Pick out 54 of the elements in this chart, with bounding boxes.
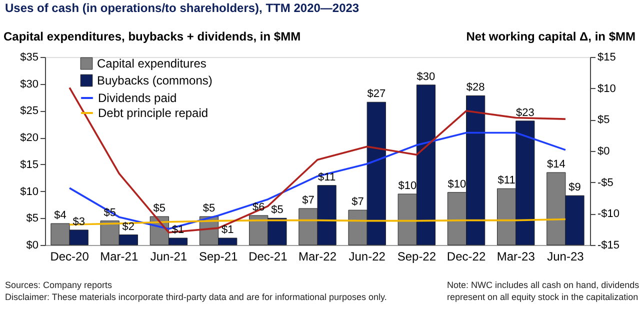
y2-tick-label: $10 — [598, 82, 616, 95]
x-tick-label: Mar-23 — [496, 250, 536, 264]
data-label: $7 — [352, 196, 364, 208]
data-label: $28 — [466, 82, 485, 94]
legend-label: Capital expenditures — [97, 56, 206, 70]
data-label: $9 — [568, 182, 581, 194]
data-label: $7 — [302, 194, 314, 206]
x-tick-label: Dec-21 — [248, 250, 288, 264]
y-tick-label: $5 — [26, 212, 38, 225]
y-tick-label: $0 — [26, 240, 38, 252]
y2-tick-label: -$15 — [598, 240, 620, 252]
y-tick-label: $25 — [20, 105, 38, 118]
y2-axis-title: Net working capital Δ, in $MM — [466, 30, 636, 44]
y2-tick-label: $0 — [598, 146, 610, 158]
x-tick-label: Jun-22 — [348, 250, 386, 264]
x-tick-label: Jun-21 — [150, 250, 188, 264]
y-tick-label: $10 — [20, 186, 38, 198]
data-label: $5 — [202, 202, 216, 215]
data-label: $5 — [271, 204, 284, 216]
legend-label: Dividends paid — [98, 91, 177, 105]
data-label: $10 — [448, 178, 466, 190]
x-tick-label: Jun-23 — [547, 250, 584, 264]
y2-tick-label: $15 — [598, 52, 616, 64]
x-tick-label: Dec-22 — [446, 250, 486, 264]
y-tick-label: $35 — [20, 52, 38, 64]
data-label: $11 — [318, 171, 336, 184]
y-tick-label: $15 — [20, 158, 38, 171]
data-label: $23 — [516, 106, 534, 119]
data-label: $2 — [122, 220, 135, 233]
y-axis-title: Capital expenditures, buybacks + dividends, in $MM — [4, 30, 301, 44]
y2-tick-label: $5 — [598, 114, 610, 126]
y-tick-label: $20 — [20, 132, 38, 144]
data-label: $11 — [498, 174, 516, 187]
x-tick-label: Dec-20 — [50, 250, 90, 264]
data-label: $1 — [221, 224, 234, 236]
source-note: Sources: Company reports — [5, 280, 113, 290]
text: Disclaimer: These materials incorporate third-party data and are for informational purposes only. — [5, 292, 387, 302]
y-tick-label: $30 — [20, 78, 38, 90]
legend-label: Debt principle repaid — [98, 106, 208, 120]
x-tick-label: Mar-22 — [298, 250, 337, 264]
y2-tick-label: -$5 — [598, 176, 614, 189]
text: Note: NWC includes all cash on hand, dividends represent on all equity stock in the capitalization — [447, 280, 640, 302]
legend-label: Buybacks (commons) — [97, 74, 212, 88]
x-tick-label: Mar-21 — [100, 250, 138, 264]
x-tick-label: Sep-21 — [198, 250, 238, 264]
data-label: $27 — [367, 88, 386, 100]
x-tick-label: Sep-22 — [397, 250, 436, 264]
data-label: $30 — [416, 70, 436, 83]
data-label: $5 — [153, 202, 166, 215]
data-label: $14 — [546, 158, 566, 170]
data-label: $10 — [398, 180, 417, 192]
data-label: $4 — [54, 210, 66, 222]
chart-title: Uses of cash (in operations/to shareholders), TTM 2020—2023 — [5, 1, 360, 15]
y2-tick-label: -$10 — [598, 208, 620, 220]
